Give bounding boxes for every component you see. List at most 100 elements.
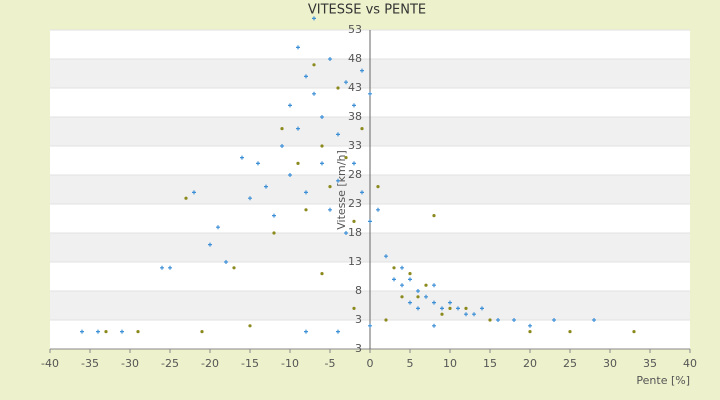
- x-tick-label: 10: [443, 357, 457, 370]
- data-point: [336, 178, 340, 183]
- data-point: [104, 330, 108, 334]
- y-tick-label: 53: [348, 23, 362, 36]
- data-point: [344, 156, 348, 160]
- data-point: [424, 294, 428, 299]
- x-tick-label: 35: [643, 357, 657, 370]
- x-tick-label: 25: [563, 357, 577, 370]
- data-point: [136, 330, 140, 334]
- data-point: [376, 185, 380, 189]
- data-point: [248, 324, 252, 328]
- data-point: [272, 213, 276, 218]
- data-point: [240, 155, 244, 160]
- data-point: [384, 318, 388, 322]
- data-point: [280, 144, 284, 148]
- y-tick-label: 33: [348, 139, 362, 152]
- data-point: [320, 161, 324, 166]
- data-point: [352, 161, 356, 166]
- data-point: [360, 127, 364, 131]
- data-point: [304, 329, 308, 334]
- data-point: [296, 161, 300, 165]
- data-point: [512, 318, 516, 322]
- data-point: [328, 185, 332, 189]
- data-point: [432, 323, 436, 328]
- y-tick-label: 28: [348, 168, 362, 181]
- data-point: [400, 265, 404, 270]
- data-point: [408, 277, 412, 282]
- data-point: [448, 306, 452, 310]
- x-tick-label: -25: [161, 357, 179, 370]
- data-point: [440, 306, 444, 311]
- data-point: [344, 231, 348, 235]
- data-point: [528, 323, 532, 328]
- data-point: [208, 242, 212, 247]
- data-point: [448, 300, 452, 305]
- data-point: [256, 161, 260, 166]
- data-point: [408, 272, 412, 276]
- data-point: [336, 86, 340, 90]
- x-tick-label: -30: [121, 357, 139, 370]
- data-point: [336, 329, 340, 334]
- data-point: [344, 80, 348, 85]
- data-point: [312, 63, 316, 67]
- y-tick-label: 13: [348, 255, 362, 268]
- data-point: [184, 196, 188, 200]
- data-point: [592, 318, 596, 322]
- data-point: [392, 266, 396, 270]
- data-point: [352, 219, 356, 223]
- data-point: [376, 207, 380, 212]
- data-point: [368, 323, 372, 328]
- data-point: [368, 91, 372, 96]
- data-point: [280, 127, 284, 131]
- data-point: [296, 126, 300, 131]
- x-tick-label: 20: [523, 357, 537, 370]
- data-point: [384, 254, 388, 259]
- data-point: [160, 265, 164, 270]
- x-tick-label: -40: [41, 357, 59, 370]
- x-tick-label: -10: [281, 357, 299, 370]
- x-tick-label: -20: [201, 357, 219, 370]
- data-point: [168, 265, 172, 270]
- data-point: [336, 132, 340, 137]
- data-point: [360, 190, 364, 195]
- x-tick-label: -35: [81, 357, 99, 370]
- y-tick-label: 38: [348, 110, 362, 123]
- data-point: [80, 329, 84, 334]
- data-point: [472, 312, 476, 317]
- y-tick-label: 3: [355, 313, 362, 326]
- data-point: [552, 318, 556, 322]
- data-point: [424, 283, 428, 287]
- data-point: [368, 219, 372, 224]
- data-point: [216, 225, 220, 230]
- x-axis-label: Pente [%]: [636, 374, 690, 387]
- data-point: [416, 295, 420, 299]
- data-point: [352, 103, 356, 108]
- y-axis-label: Vitesse [km/h]: [335, 150, 348, 230]
- x-tick-label: 40: [683, 357, 697, 370]
- data-point: [400, 295, 404, 299]
- data-point: [288, 173, 292, 177]
- data-point: [304, 208, 308, 212]
- x-tick-label: -5: [325, 357, 336, 370]
- data-point: [304, 74, 308, 79]
- data-point: [96, 329, 100, 334]
- chart-title: VITESSE vs PENTE: [308, 3, 426, 18]
- x-tick-label: 30: [603, 357, 617, 370]
- data-point: [488, 318, 492, 322]
- data-point: [328, 207, 332, 212]
- data-point: [360, 68, 364, 73]
- data-point: [312, 16, 316, 21]
- data-point: [440, 312, 444, 316]
- data-point: [528, 330, 532, 334]
- data-point: [296, 45, 300, 50]
- y-tick-label: 3: [355, 342, 362, 355]
- data-point: [392, 277, 396, 282]
- y-tick-label: 23: [348, 197, 362, 210]
- data-point: [200, 330, 204, 334]
- data-point: [632, 330, 636, 334]
- data-point: [264, 184, 268, 189]
- data-point: [568, 330, 572, 334]
- plot-area: [49, 29, 691, 353]
- data-point: [304, 190, 308, 195]
